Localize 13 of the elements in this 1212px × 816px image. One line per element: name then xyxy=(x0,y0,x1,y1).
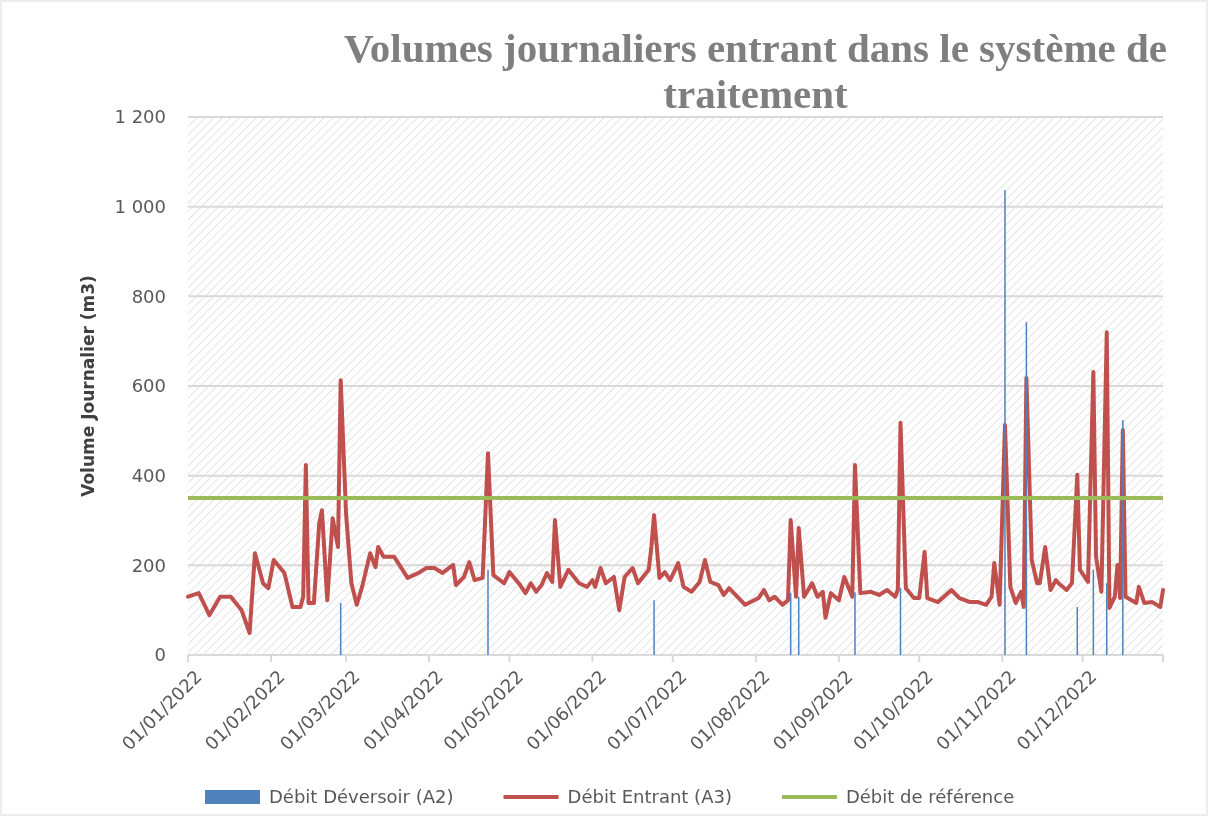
y-tick-label: 400 xyxy=(131,464,166,486)
legend-label: Débit de référence xyxy=(845,786,1015,808)
y-axis-title: Volume Journalier (m3) xyxy=(78,275,98,497)
legend-label: Débit Entrant (A3) xyxy=(567,786,732,808)
y-tick-label: 600 xyxy=(131,375,166,397)
legend-label: Débit Déversoir (A2) xyxy=(269,786,454,808)
y-tick-label: 800 xyxy=(131,285,166,307)
chart-title: Volumes journaliers entrant dans le système de traitement xyxy=(343,25,1168,117)
line-series xyxy=(186,330,1165,636)
y-tick-label: 1 000 xyxy=(114,195,166,217)
y-tick-label: 1 200 xyxy=(114,106,166,128)
y-tick-label: 0 xyxy=(154,644,166,666)
y-tick-label: 200 xyxy=(131,554,166,576)
